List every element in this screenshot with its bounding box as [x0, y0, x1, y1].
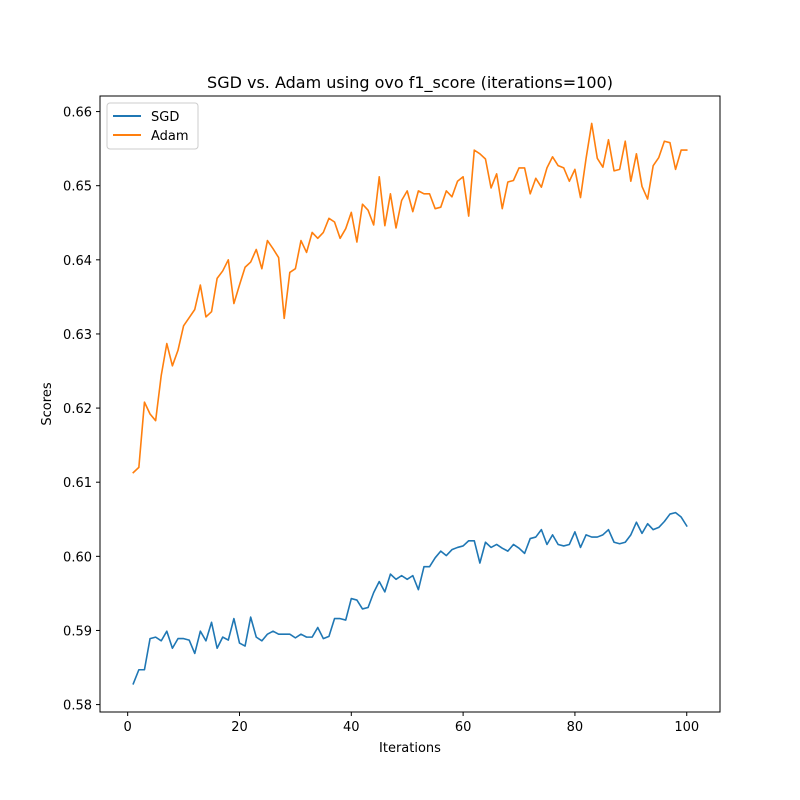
- x-tick-label: 0: [124, 720, 132, 735]
- legend-label-sgd: SGD: [151, 110, 179, 125]
- x-axis-label: Iterations: [379, 741, 441, 756]
- x-tick-label: 60: [455, 720, 472, 735]
- x-tick-label: 80: [567, 720, 584, 735]
- x-tick-label: 100: [674, 720, 699, 735]
- axes-frame: [99, 95, 721, 713]
- y-tick-label: 0.66: [63, 106, 92, 121]
- y-tick-label: 0.65: [63, 180, 92, 195]
- y-tick-label: 0.61: [63, 476, 92, 491]
- series-lines: [132, 122, 688, 685]
- legend-box: [106, 102, 199, 150]
- series-line-sgd: [132, 511, 688, 685]
- series-line-adam: [132, 122, 688, 474]
- y-tick-label: 0.59: [63, 624, 92, 639]
- axis-ticks: 0 20 40 60 80 100 0.58 0.59 0.60 0.61 0.62 0.63 0.64…: [63, 106, 699, 735]
- legend-label-adam: Adam: [151, 129, 189, 144]
- x-tick-label: 40: [343, 720, 360, 735]
- x-tick-label: 20: [231, 720, 248, 735]
- y-tick-label: 0.60: [63, 550, 92, 565]
- y-tick-label: 0.63: [63, 328, 92, 343]
- y-tick-label: 0.62: [63, 402, 92, 417]
- y-axis-label: Scores: [40, 382, 55, 425]
- chart-title: SGD vs. Adam using ovo f1_score (iterati…: [207, 73, 613, 93]
- y-tick-label: 0.58: [63, 699, 92, 714]
- legend: SGD Adam: [106, 102, 199, 150]
- y-tick-label: 0.64: [63, 254, 92, 269]
